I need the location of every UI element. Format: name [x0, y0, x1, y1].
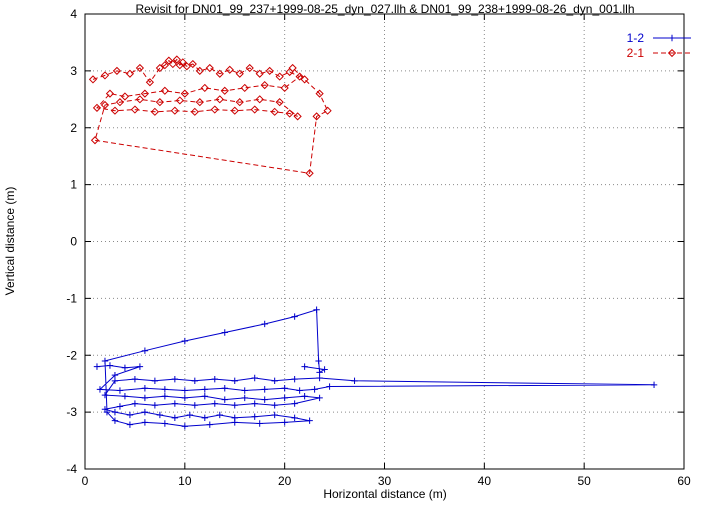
chart-title: Revisit for DN01_99_237+1999-08-25_dyn_0…	[135, 2, 635, 16]
svg-text:0: 0	[70, 235, 77, 249]
legend: 1-2 2-1	[627, 30, 693, 60]
svg-text:-2: -2	[66, 348, 77, 362]
svg-text:-1: -1	[66, 291, 77, 305]
svg-text:50: 50	[577, 474, 591, 488]
svg-text:20: 20	[278, 474, 292, 488]
svg-text:30: 30	[378, 474, 392, 488]
svg-text:-3: -3	[66, 405, 77, 419]
legend-item-1-2: 1-2	[627, 30, 693, 45]
svg-text:4: 4	[70, 7, 77, 21]
svg-text:40: 40	[478, 474, 492, 488]
svg-text:1: 1	[70, 178, 77, 192]
svg-text:60: 60	[677, 474, 691, 488]
x-axis-label: Horizontal distance (m)	[323, 487, 447, 501]
legend-item-2-1: 2-1	[627, 45, 693, 60]
svg-text:-4: -4	[66, 462, 77, 476]
legend-sample-line-icon	[653, 34, 691, 41]
legend-label-1-2: 1-2	[626, 30, 644, 45]
svg-text:0: 0	[82, 474, 89, 488]
svg-text:10: 10	[178, 474, 192, 488]
legend-sample-dashed-line-icon	[653, 48, 691, 57]
legend-label-2-1: 2-1	[626, 45, 644, 60]
svg-text:2: 2	[70, 121, 77, 135]
svg-text:3: 3	[70, 64, 77, 78]
